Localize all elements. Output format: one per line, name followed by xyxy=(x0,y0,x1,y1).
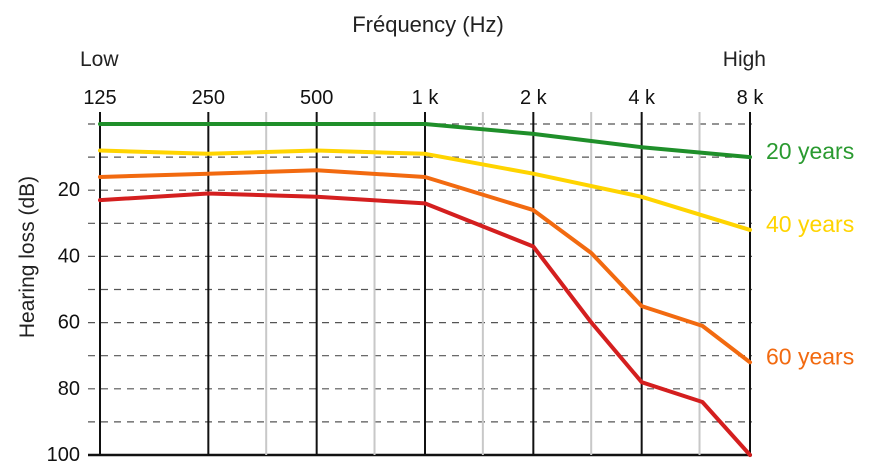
x-tick-label: 4 k xyxy=(628,87,656,109)
series-lines xyxy=(98,122,752,457)
x-label-low: Low xyxy=(80,48,119,71)
series-line xyxy=(98,148,752,232)
series-labels: 20 years 40 years 60 years xyxy=(766,138,854,369)
x-tick-label: 1 k xyxy=(412,87,440,109)
x-tick-label: 250 xyxy=(192,87,225,109)
y-axis-label: Hearing loss (dB) xyxy=(16,176,39,338)
series-label: 60 years xyxy=(766,343,854,369)
x-label-high: High xyxy=(723,48,766,71)
series-line xyxy=(98,122,752,160)
x-tick-label: 500 xyxy=(300,87,333,109)
tick-labels: 125 250 500 1 k 2 k 4 k 8 k 20 40 60 80 100 xyxy=(47,87,765,466)
y-tick-label: 60 xyxy=(58,312,80,334)
y-tick-label: 20 xyxy=(58,179,80,201)
series-line xyxy=(98,168,752,365)
series-label: 40 years xyxy=(766,211,854,237)
x-tick-label: 2 k xyxy=(520,87,548,109)
chart-title: Fréquency (Hz) xyxy=(352,12,504,37)
y-tick-label: 80 xyxy=(58,378,80,400)
y-tick-label: 100 xyxy=(47,444,80,466)
x-tick-label: 125 xyxy=(83,87,116,109)
y-tick-label: 40 xyxy=(58,245,80,267)
series-label: 20 years xyxy=(766,138,854,164)
grid xyxy=(88,112,752,457)
x-tick-label: 8 k xyxy=(737,87,765,109)
series-line xyxy=(98,191,752,457)
